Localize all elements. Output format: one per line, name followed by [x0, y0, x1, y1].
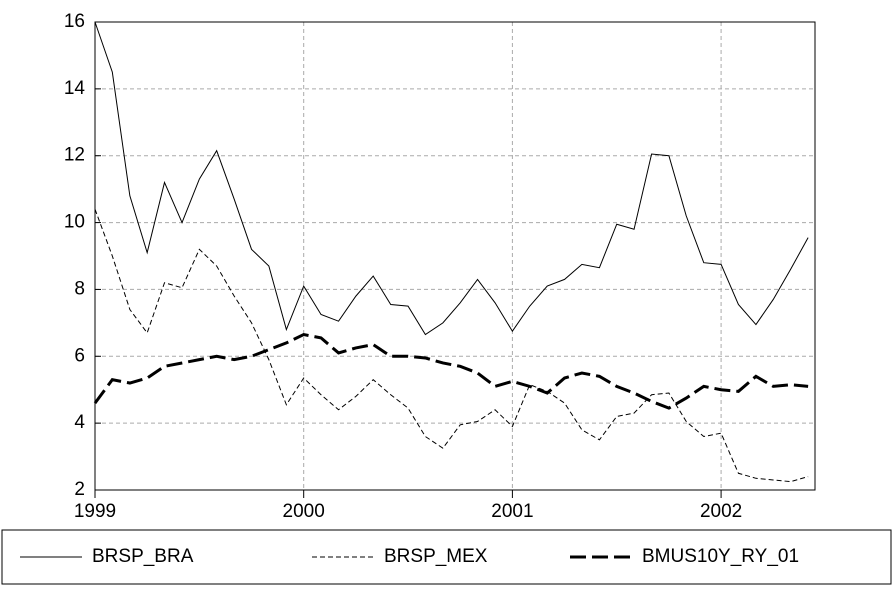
x-tick-label: 1999 [74, 501, 116, 522]
y-tick-label: 6 [74, 345, 85, 366]
series-line [94, 209, 809, 483]
y-tick-label: 10 [64, 212, 85, 233]
legend-label: BRSP_MEX [384, 546, 488, 567]
x-tick-label: 2001 [491, 501, 533, 522]
series-line [94, 21, 809, 336]
legend-label: BMUS10Y_RY_01 [642, 546, 799, 567]
y-tick-label: 4 [74, 412, 85, 433]
y-tick-label: 14 [64, 78, 86, 99]
legend-label: BRSP_BRA [92, 546, 194, 567]
x-tick-label: 2000 [283, 501, 325, 522]
plot-frame [94, 21, 816, 491]
series-line [93, 332, 809, 410]
x-tick-label: 2002 [700, 501, 742, 522]
y-tick-label: 16 [64, 11, 85, 32]
legend-box [1, 529, 892, 585]
y-tick-label: 2 [74, 479, 85, 500]
y-tick-label: 8 [74, 278, 85, 299]
y-tick-label: 12 [64, 145, 85, 166]
